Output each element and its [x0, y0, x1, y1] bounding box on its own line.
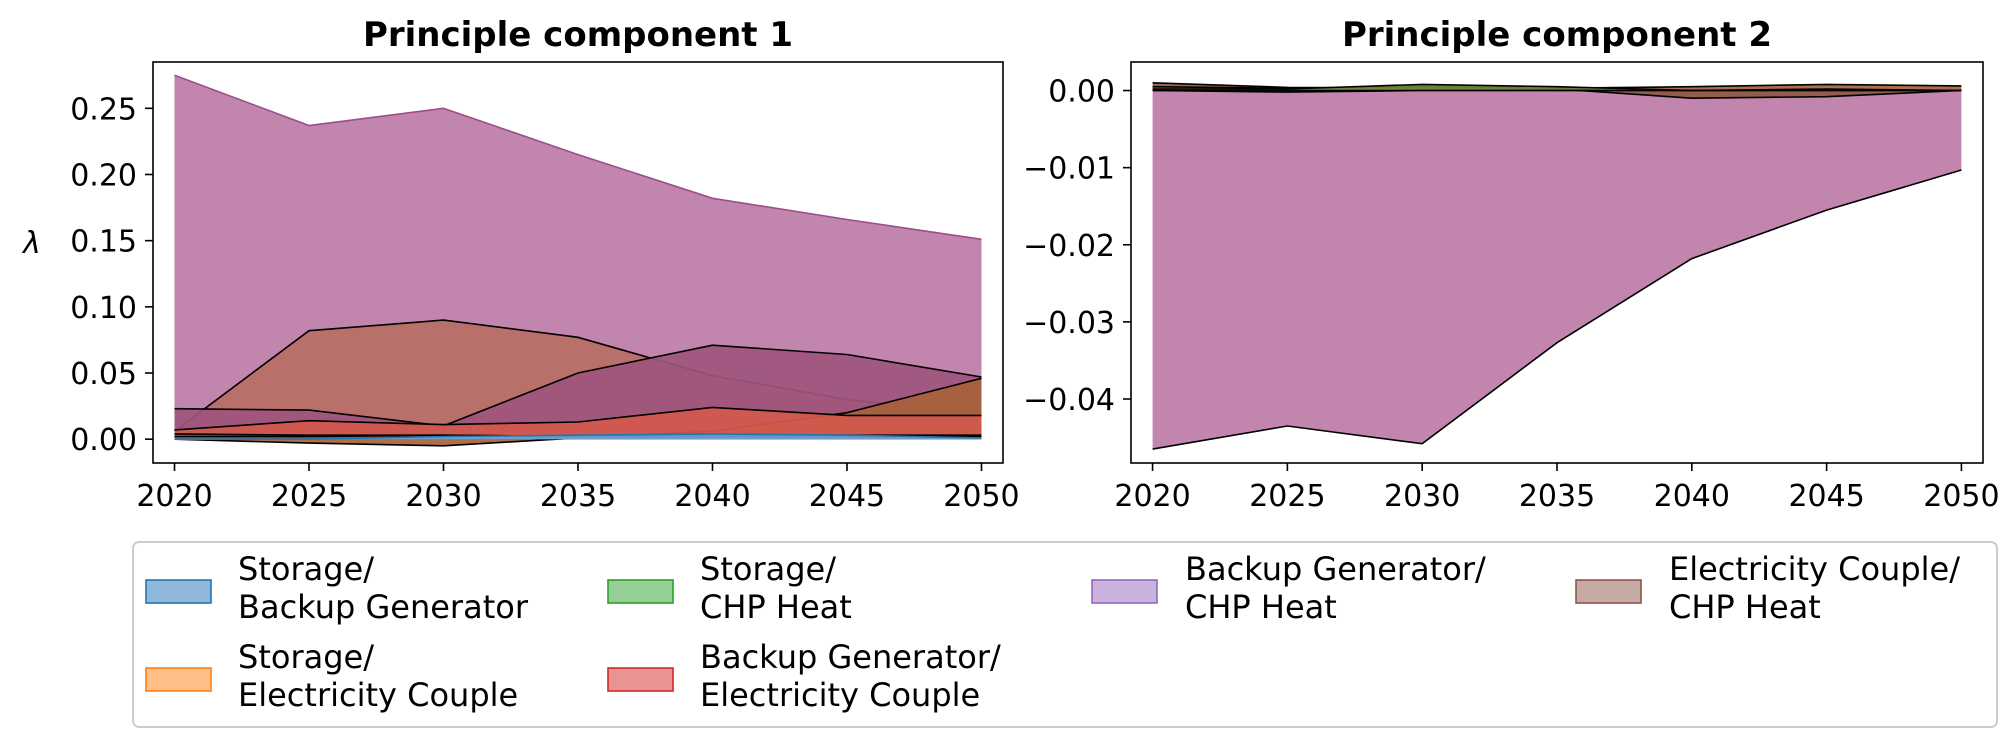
x-tick-label: 2050 — [943, 479, 1019, 514]
legend-label: Electricity Couple — [700, 676, 980, 714]
legend-label: Storage/ — [700, 550, 836, 588]
line-storage-chp-heat-3 — [1152, 83, 1962, 92]
line-storage-backup-generator-7 — [174, 433, 982, 441]
y-axis-label: λ — [21, 226, 41, 261]
y-tick-label: 0.00 — [1048, 75, 1115, 110]
line-unnamed-2 — [174, 344, 982, 427]
legend-swatch — [145, 667, 212, 692]
legend-swatch — [607, 667, 674, 692]
x-tick-label: 2020 — [1114, 479, 1190, 514]
y-tick-label: 0.15 — [70, 225, 137, 260]
line-backup-generator-chp-heat-0 — [174, 74, 982, 241]
area-backup-generator-chp-heat-0 — [1152, 90, 1962, 450]
y-tick-label: 0.00 — [70, 423, 137, 458]
legend-swatch — [145, 579, 212, 604]
legend-label: Storage/ — [238, 638, 374, 676]
x-tick-label: 2030 — [1384, 479, 1460, 514]
legend-label: Electricity Couple/ — [1669, 550, 1960, 588]
legend-label: CHP Heat — [1185, 588, 1337, 626]
chart-title: Principle component 2 — [1342, 15, 1772, 55]
x-tick-label: 2020 — [136, 479, 212, 514]
legend-swatch — [1575, 579, 1642, 604]
x-tick-label: 2025 — [271, 479, 347, 514]
line-backup-generator-electricity-couple-4 — [174, 406, 982, 431]
legend-frame — [132, 541, 1998, 728]
y-tick-label: 0.05 — [70, 357, 137, 392]
legend-label: Storage/ — [238, 550, 374, 588]
y-tick-label: −0.03 — [1023, 306, 1115, 341]
chart-panel-2: 2020 2025 2030 2035 2040 2045 2050 0.00 −0.01 −0.… — [1023, 15, 2000, 514]
line-backup-generator-chp-heat-0 — [1152, 169, 1962, 450]
legend-label: Backup Generator — [238, 588, 529, 626]
legend: Storage/Backup GeneratorStorage/Electric… — [132, 541, 1998, 728]
area-backup-generator-electricity-couple-4 — [174, 407, 982, 440]
legend-label: Backup Generator/ — [700, 638, 1001, 676]
x-tick-label: 2025 — [1249, 479, 1325, 514]
x-tick-label: 2045 — [809, 479, 885, 514]
y-tick-label: −0.04 — [1023, 383, 1115, 418]
legend-label: Electricity Couple — [238, 676, 518, 714]
legend-label: Backup Generator/ — [1185, 550, 1486, 588]
legend-label: CHP Heat — [700, 588, 852, 626]
chart-panel-1: 2020 2025 2030 2035 2040 2045 2050 0.00 0.05 0.10… — [21, 15, 1020, 514]
x-tick-label: 2040 — [674, 479, 750, 514]
x-tick-label: 2040 — [1654, 479, 1730, 514]
y-tick-label: 0.10 — [70, 291, 137, 326]
legend-swatch — [1091, 579, 1158, 604]
x-tick-label: 2030 — [405, 479, 481, 514]
legend-swatch — [607, 579, 674, 604]
x-tick-label: 2035 — [1519, 479, 1595, 514]
x-tick-label: 2045 — [1788, 479, 1864, 514]
x-tick-label: 2035 — [540, 479, 616, 514]
y-tick-label: 0.20 — [70, 158, 137, 193]
chart-title: Principle component 1 — [363, 15, 793, 55]
legend-label: CHP Heat — [1669, 588, 1821, 626]
x-tick-label: 2050 — [1923, 479, 1999, 514]
y-tick-label: −0.02 — [1023, 229, 1115, 264]
y-tick-label: −0.01 — [1023, 152, 1115, 187]
y-tick-label: 0.25 — [70, 92, 137, 127]
